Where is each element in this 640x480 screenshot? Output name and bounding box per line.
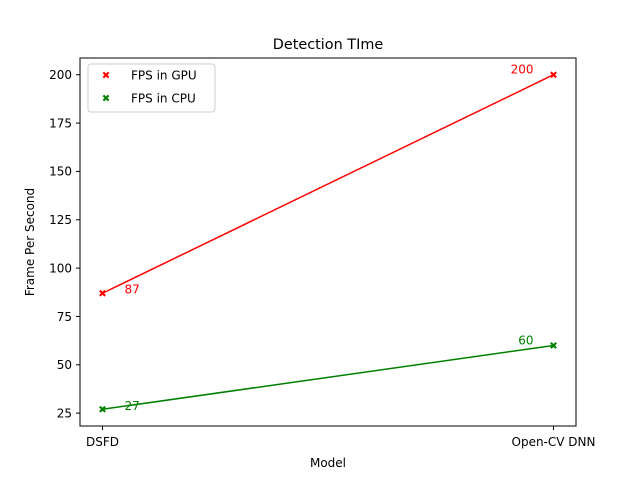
data-point xyxy=(99,405,106,413)
x-tick-label: Open-CV DNN xyxy=(512,435,596,449)
y-tick-label: 150 xyxy=(49,165,72,179)
legend-box xyxy=(87,63,216,113)
x-axis-label: Model xyxy=(310,456,346,470)
y-tick-label: 200 xyxy=(49,68,72,82)
legend-label: FPS in CPU xyxy=(131,91,196,105)
data-label: 87 xyxy=(125,283,140,297)
x-axis: DSFD Open-CV DNN xyxy=(86,426,595,449)
legend-label: FPS in GPU xyxy=(131,68,197,82)
y-tick-label: 75 xyxy=(57,310,72,324)
chart-title: Detection TIme xyxy=(273,37,384,53)
y-tick-label: 100 xyxy=(49,261,72,275)
y-tick-label: 50 xyxy=(57,358,72,372)
y-axis-label: Frame Per Second xyxy=(23,188,37,296)
data-point xyxy=(550,342,557,349)
data-label: 27 xyxy=(125,399,140,413)
data-label: 200 xyxy=(511,63,534,77)
legend: FPS in GPU FPS in CPU xyxy=(87,63,216,113)
axes-frame xyxy=(79,57,577,427)
x-tick-label: DSFD xyxy=(86,435,119,449)
series-line xyxy=(102,74,554,294)
plot-area: 87 200 27 60 xyxy=(99,63,557,413)
y-tick-label: 175 xyxy=(49,116,72,130)
legend-marker xyxy=(102,71,110,79)
series-line xyxy=(102,344,554,411)
data-point xyxy=(550,71,557,79)
y-tick-label: 25 xyxy=(57,406,72,420)
y-tick-label: 125 xyxy=(49,213,72,227)
legend-marker xyxy=(102,94,110,102)
data-point xyxy=(99,289,106,297)
data-label: 60 xyxy=(518,333,533,347)
y-axis: 25 50 75 100 125 150 175 200 xyxy=(49,68,80,420)
